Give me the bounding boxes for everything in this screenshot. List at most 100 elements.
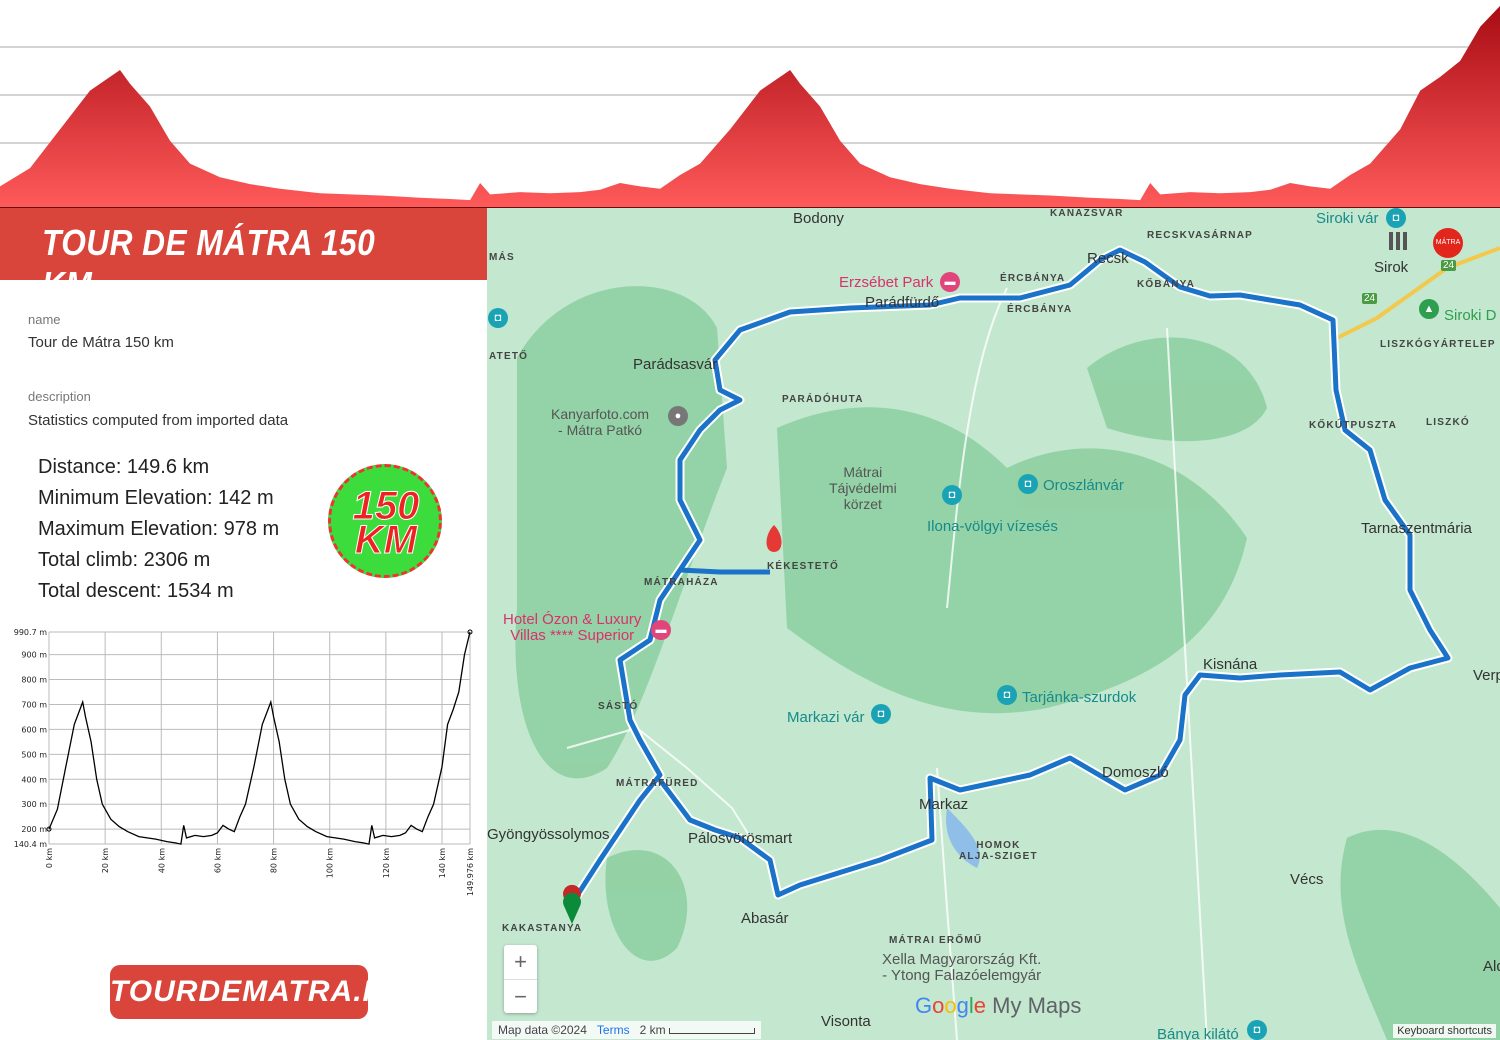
camera-icon[interactable]: ◘: [942, 485, 962, 505]
map-small-label: KAKASTANYA: [502, 923, 583, 934]
elevation-line: [48, 631, 471, 845]
poi-siroki-var[interactable]: Siroki vár: [1316, 210, 1379, 227]
name-label: name: [28, 312, 61, 327]
route-spur: [679, 567, 770, 575]
badge-text: 150 KM: [352, 484, 420, 562]
x-tick-label: 120 km: [382, 848, 391, 878]
y-tick-label: 600 m: [21, 725, 47, 734]
map-small-label: ATETŐ: [489, 351, 529, 362]
map-label: Aldebrő: [1483, 958, 1500, 975]
camera-icon[interactable]: ◘: [1386, 208, 1406, 228]
end-marker-icon[interactable]: [766, 525, 782, 552]
map-small-label: MÁTRAFÜRED: [616, 778, 699, 789]
camera-icon[interactable]: ◘: [871, 704, 891, 724]
map-label: Bodony: [793, 210, 844, 227]
y-tick-label: 700 m: [21, 700, 47, 709]
map-canvas: [515, 245, 1500, 1040]
poi-markazi-var[interactable]: Markazi vár: [787, 709, 865, 726]
roads: [566, 287, 1208, 1040]
poi-ilona-volgyi-vizeses[interactable]: Ilona-völgyi vízesés: [927, 518, 1058, 535]
stat-max-elevation: Maximum Elevation: 978 m: [38, 518, 280, 540]
poi-siroki-d[interactable]: Siroki D: [1444, 307, 1497, 324]
terms-link[interactable]: Terms: [596, 1023, 630, 1037]
map-label: Visonta: [821, 1013, 871, 1030]
map-small-label: MÁTRAI ERŐMŰ: [889, 935, 983, 946]
camera-icon[interactable]: ◘: [997, 685, 1017, 705]
road-24-shield: 24: [1362, 293, 1378, 304]
x-tick-label: 0 km: [45, 848, 54, 868]
page-title: TOUR DE MÁTRA 150 KM: [42, 222, 376, 305]
x-tick-label: 80 km: [270, 848, 279, 873]
zoom-in-button[interactable]: +: [504, 945, 537, 980]
elevation-banner: [0, 0, 1500, 210]
map-small-label: LISZKÓGYÁRTELEP: [1380, 339, 1496, 350]
x-tick-label: 40 km: [157, 848, 166, 873]
map-label: Mátrai Tájvédelmi körzet: [829, 464, 897, 512]
poi-gray-icon[interactable]: ●: [668, 406, 688, 426]
map-label: Parádsasvár: [633, 356, 718, 373]
stat-distance: Distance: 149.6 km: [38, 456, 210, 478]
poi-oroszlanvar[interactable]: Oroszlánvár: [1043, 477, 1124, 494]
road-24: [1336, 246, 1500, 340]
map-data-text: Map data ©2024: [498, 1023, 587, 1037]
start-marker-green-icon[interactable]: [563, 892, 581, 924]
camera-icon[interactable]: ◘: [488, 308, 508, 328]
stat-total-climb: Total climb: 2306 m: [38, 549, 211, 571]
map-label: Sirok: [1374, 259, 1409, 276]
y-tick-label: 140.4 m: [14, 840, 47, 849]
hotel-icon[interactable]: ▬: [651, 620, 671, 640]
poi-erzsebet-park[interactable]: Erzsébet Park: [839, 274, 934, 291]
route-line-inner: [568, 247, 1451, 907]
map-small-label: KANAZSVÁR: [1050, 208, 1124, 219]
map[interactable]: Bodony Parádsasvár Kanyarfoto.com - Mátr…: [487, 208, 1500, 1040]
description-label: description: [28, 389, 91, 404]
map-label: Tarnaszentmária: [1361, 520, 1472, 537]
grid-poi-icon[interactable]: [1389, 232, 1407, 250]
map-small-label: KŐBÁNYA: [1137, 279, 1196, 290]
description-value: Statistics computed from imported data: [28, 412, 289, 429]
map-small-label: KŐKÚTPUSZTA: [1309, 420, 1398, 431]
y-tick-label: 990.7 m: [14, 628, 47, 637]
hotel-icon[interactable]: ▬: [940, 272, 960, 292]
map-small-label: ÉRCBÁNYA: [1000, 273, 1066, 284]
x-tick-label: 149.976 km: [466, 848, 475, 896]
y-tick-label: 300 m: [21, 800, 47, 809]
stats-list: Distance: 149.6 km Minimum Elevation: 14…: [38, 452, 279, 607]
map-small-label: SÁSTÓ: [598, 701, 639, 712]
matra-logo-marker[interactable]: MÁTRA: [1433, 228, 1463, 258]
company-label: Xella Magyarország Kft. - Ytong Falazóel…: [882, 951, 1042, 984]
keyboard-shortcuts-button[interactable]: Keyboard shortcuts: [1393, 1024, 1496, 1038]
website-button[interactable]: TOURDEMATRA.HU: [110, 965, 407, 1019]
y-tick-label: 500 m: [21, 750, 47, 759]
poi-banya-kilato[interactable]: Bánya kilátó: [1157, 1026, 1239, 1040]
elevation-area: [0, 6, 1500, 207]
tree-icon[interactable]: ▲: [1419, 299, 1439, 319]
google-my-maps-logo: Google My Maps: [915, 993, 1082, 1018]
map-small-label: HOMOK ALJA-SZIGET: [959, 840, 1038, 862]
map-label: Kisnána: [1203, 656, 1258, 673]
map-small-label: LISZKÓ: [1426, 417, 1470, 428]
name-value: Tour de Mátra 150 km: [28, 334, 174, 351]
camera-icon[interactable]: ◘: [1247, 1020, 1267, 1040]
title-bar: TOUR DE MÁTRA 150 KM: [0, 208, 487, 305]
x-tick-label: 60 km: [213, 848, 222, 873]
y-tick-label: 800 m: [21, 676, 47, 685]
map-label: Gyöngyössolymos: [487, 826, 610, 843]
x-tick-label: 140 km: [438, 848, 447, 878]
poi-tarjanka-szurdok[interactable]: Tarjánka-szurdok: [1022, 689, 1137, 706]
zoom-out-button[interactable]: −: [514, 984, 527, 1009]
map-label: Vécs: [1290, 871, 1324, 888]
map-attribution: Map data ©2024 Terms 2 km: [492, 1021, 761, 1039]
poi-hotel-ozon[interactable]: Hotel Ózon & Luxury Villas **** Superior: [503, 611, 642, 644]
map-small-label: ÉRCBÁNYA: [1007, 304, 1073, 315]
map-small-label: MÁS: [489, 252, 515, 263]
x-tick-label: 20 km: [101, 848, 110, 873]
scale-bar: [668, 1027, 755, 1034]
y-tick-label: 900 m: [21, 651, 47, 660]
map-label: Abasár: [741, 910, 789, 927]
map-small-label: PARÁDÓHUTA: [782, 394, 864, 405]
y-tick-label: 400 m: [21, 775, 47, 784]
camera-icon[interactable]: ◘: [1018, 474, 1038, 494]
y-tick-label: 200 m: [21, 825, 47, 834]
end-point: [467, 629, 473, 635]
